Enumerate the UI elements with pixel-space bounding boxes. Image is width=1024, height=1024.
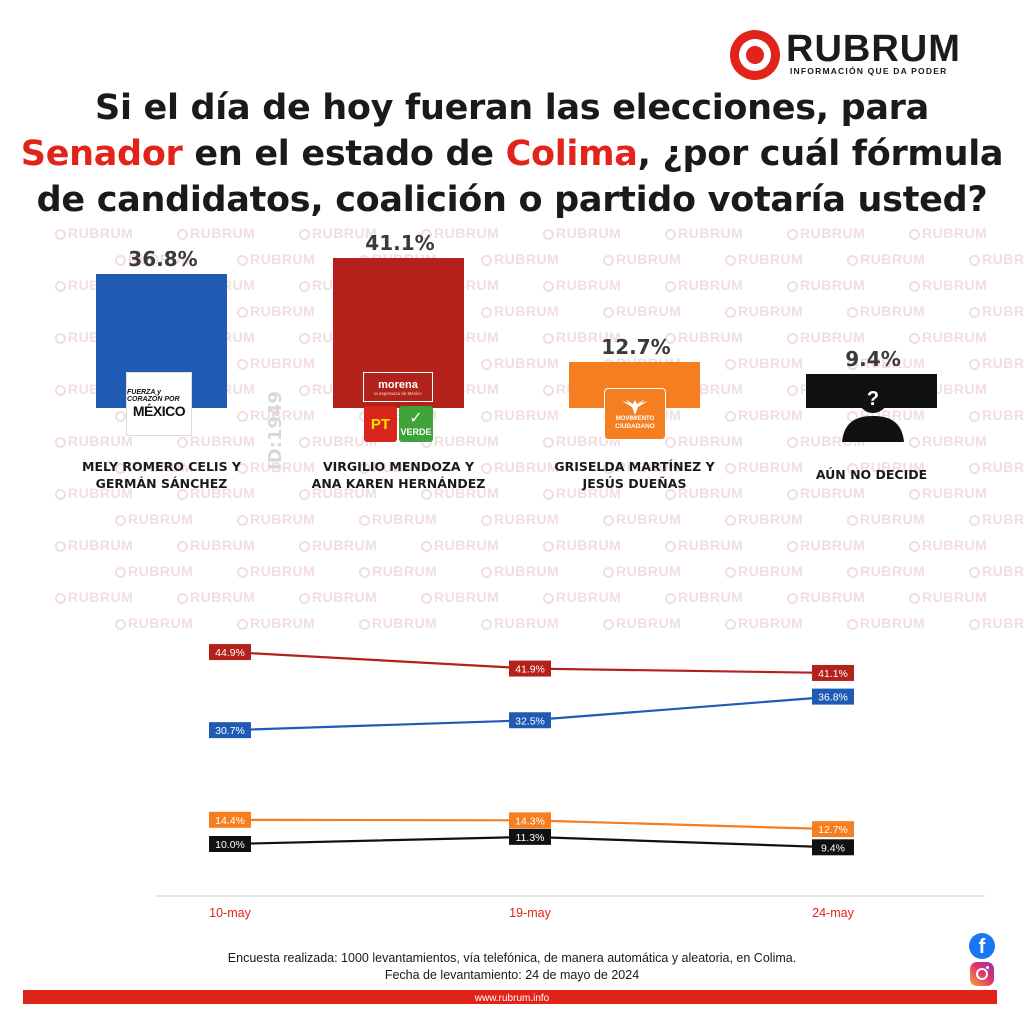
facebook-icon[interactable]: f: [969, 933, 995, 959]
footer-bar: [23, 990, 997, 1004]
fuerza-corazon-mexico-logo: FUERZA y CORAZÓN POR MÉXICO: [126, 372, 192, 436]
bar-value-label: 41.1%: [365, 231, 435, 255]
data-label: 36.8%: [812, 688, 854, 705]
mc-logo-line2: CIUDADANO: [615, 423, 655, 430]
data-label-box: [509, 660, 551, 677]
data-label-text: 14.4%: [215, 815, 245, 827]
bar-category-label: MELY ROMERO CELIS Y GERMÁN SÁNCHEZ: [82, 459, 241, 491]
verde-check-icon: ✓: [409, 410, 423, 427]
data-label-text: 30.7%: [215, 725, 245, 737]
data-label-text: 32.5%: [515, 715, 545, 727]
pt-logo: PT: [364, 406, 397, 442]
x-tick-label: 19-may: [509, 906, 551, 920]
data-label-box: [209, 722, 251, 739]
data-label-text: 41.1%: [818, 668, 848, 680]
title-part2: en el estado de: [182, 134, 506, 174]
data-label-text: 14.3%: [515, 815, 545, 827]
svg-text:?: ?: [867, 388, 879, 410]
data-label: 11.3%: [509, 828, 551, 845]
data-label-text: 10.0%: [215, 839, 245, 851]
data-label-text: 12.7%: [818, 824, 848, 836]
bar-category-label: AÚN NO DECIDE: [815, 467, 928, 482]
title-part1: Si el día de hoy fueran las elecciones, …: [95, 88, 929, 128]
bar-value-label: 9.4%: [845, 347, 901, 371]
data-label-text: 36.8%: [818, 692, 848, 704]
rubrum-logo: RUBRUM INFORMACIÓN QUE DA PODER: [728, 28, 988, 80]
data-label-box: [209, 836, 251, 852]
x-tick-label: 10-may: [209, 906, 251, 920]
website-url[interactable]: www.rubrum.info: [474, 993, 550, 1004]
data-label-box: [812, 839, 854, 856]
x-tick-label: 24-may: [812, 906, 854, 920]
fcm-logo-line1: FUERZA y CORAZÓN POR: [127, 389, 180, 403]
data-label-text: 9.4%: [821, 842, 845, 854]
data-label: 32.5%: [509, 712, 551, 729]
morena-logo-subtext: la esperanza de México: [374, 390, 422, 396]
title-part3: , ¿por cuál fórmula: [637, 134, 1004, 174]
page-title: Si el día de hoy fueran las elecciones, …: [20, 85, 1004, 223]
fcm-logo-line2: MÉXICO: [132, 403, 186, 419]
data-label-box: [509, 712, 551, 729]
movimiento-ciudadano-logo: MOVIMIENTO CIUDADANO: [604, 388, 666, 440]
data-label-box: [209, 811, 251, 828]
undecided-person-icon: ?: [842, 383, 904, 442]
eagle-icon: [622, 399, 648, 415]
verde-logo: ✓ VERDE: [399, 406, 433, 442]
data-label: 14.4%: [209, 811, 251, 828]
data-label-box: [812, 664, 854, 681]
rubrum-logo-icon: [730, 30, 780, 80]
data-label: 9.4%: [812, 839, 854, 856]
data-label-box: [812, 821, 854, 838]
data-label: 10.0%: [209, 836, 251, 852]
title-part4: de candidatos, coalición o partido votar…: [36, 180, 988, 220]
survey-note: Encuesta realizada: 1000 levantamientos,…: [80, 950, 944, 984]
bar-value-label: 12.7%: [601, 335, 671, 359]
survey-note-line1: Encuesta realizada: 1000 levantamientos,…: [227, 951, 797, 965]
data-label: 30.7%: [209, 722, 251, 739]
morena-logo: morena la esperanza de México: [363, 372, 433, 402]
verde-logo-text: VERDE: [400, 427, 432, 437]
brand-tagline: INFORMACIÓN QUE DA PODER: [790, 66, 948, 76]
brand-name: RUBRUM: [786, 28, 961, 70]
title-highlight-senador: Senador: [20, 134, 183, 174]
data-label: 44.9%: [209, 644, 251, 661]
data-label-box: [509, 812, 551, 829]
bar-category-label: VIRGILIO MENDOZA Y ANA KAREN HERNÁNDEZ: [311, 459, 486, 491]
mc-logo-line1: MOVIMIENTO: [615, 416, 655, 422]
instagram-icon[interactable]: [970, 962, 994, 986]
data-label-text: 11.3%: [516, 832, 545, 844]
data-label-box: [509, 828, 551, 845]
data-label-box: [209, 644, 251, 661]
bar-value-label: 36.8%: [128, 247, 198, 271]
bar-category-label: GRISELDA MARTÍNEZ Y JESÚS DUEÑAS: [554, 459, 715, 491]
morena-logo-text: morena: [378, 378, 418, 391]
data-label: 41.1%: [812, 664, 854, 681]
data-label-text: 44.9%: [215, 647, 245, 659]
data-label-box: [812, 688, 854, 705]
data-label-text: 41.9%: [515, 664, 545, 676]
data-label: 12.7%: [812, 821, 854, 838]
title-highlight-colima: Colima: [505, 134, 638, 174]
data-label: 41.9%: [509, 660, 551, 677]
data-label: 14.3%: [509, 812, 551, 829]
survey-note-line2: Fecha de levantamiento: 24 de mayo de 20…: [384, 968, 640, 982]
